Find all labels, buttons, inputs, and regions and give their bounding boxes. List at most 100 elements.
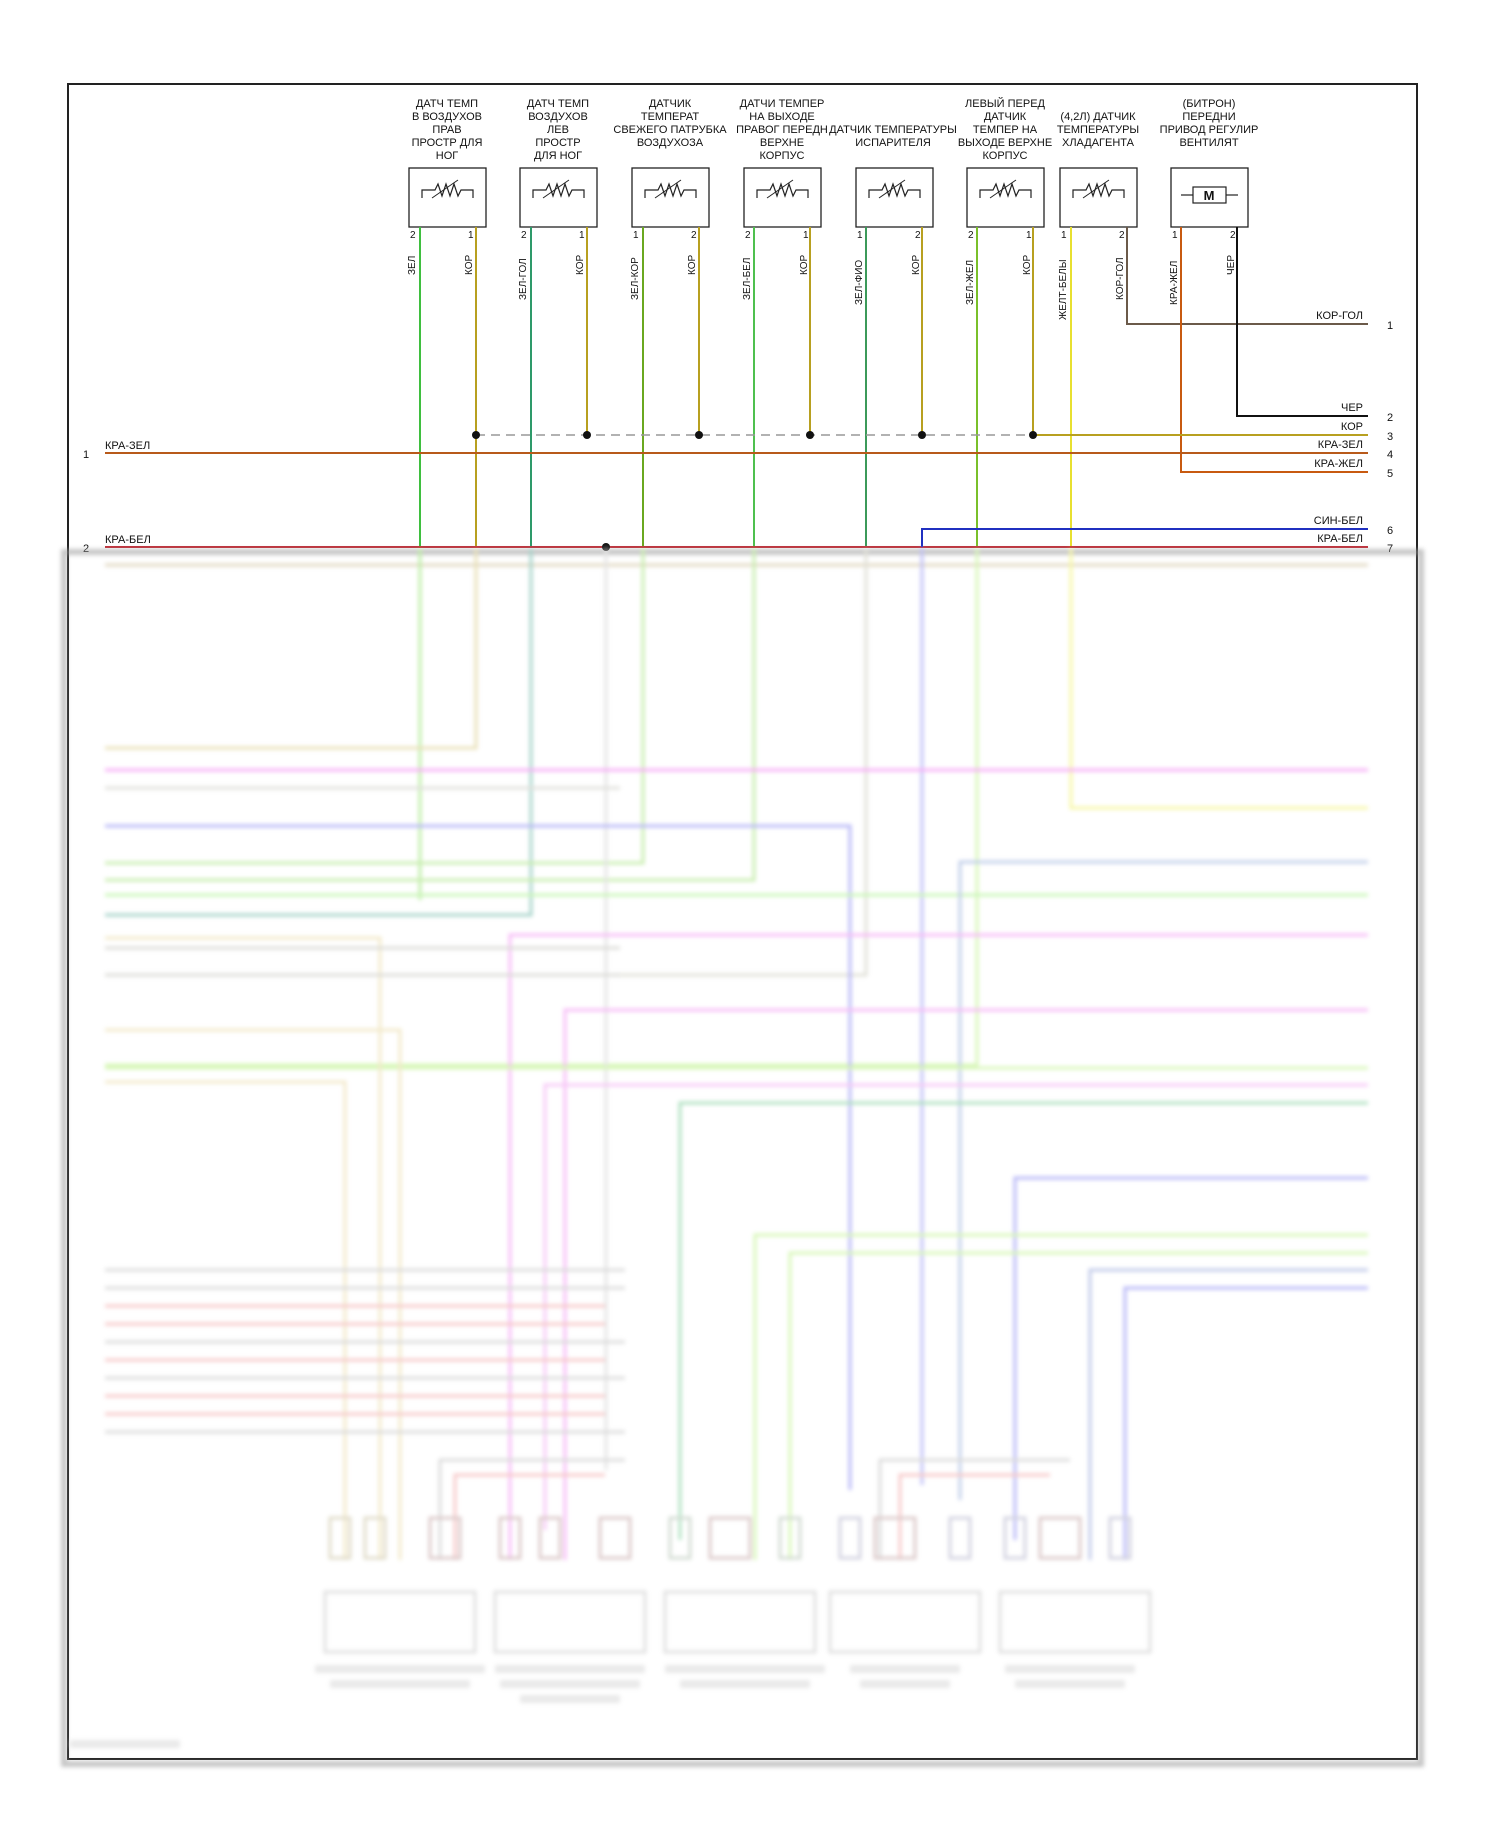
sensor-title-line: ДАТЧ ТЕМП <box>527 98 589 110</box>
sensor-title-line: ТЕМПЕРАТУРЫ <box>1057 124 1139 136</box>
pin-number: 2 <box>521 230 527 241</box>
pin-number: 1 <box>1387 320 1393 332</box>
sensor-box: ДАТЧ ТЕМП В ВОЗДУХОВ ПРАВ ПРОСТР ДЛЯ НОГ 2 1… <box>407 98 487 275</box>
pin-number: 2 <box>691 230 697 241</box>
sensor-title-line: ДАТЧ ТЕМП <box>416 98 478 110</box>
sensor-title-line: (БИТРОН) <box>1183 98 1236 110</box>
sensor-title-line: ПРИВОД РЕГУЛИР <box>1160 124 1259 136</box>
pin-number: 2 <box>1119 230 1125 241</box>
wire-label: КРА-БЕЛ <box>1317 533 1363 545</box>
sensor-title-line: НА ВЫХОДЕ <box>749 111 814 123</box>
pin-number: 2 <box>915 230 921 241</box>
wire-label: КОР <box>575 255 586 275</box>
sensor-title-line: ВОЗДУХОВ <box>528 111 588 123</box>
pin-number: 3 <box>1387 431 1393 443</box>
wire-label: ЗЕЛ-КОР <box>630 257 641 300</box>
wire-label: КРА-ЗЕЛ <box>105 440 150 452</box>
sensor-title-line: ЛЕВЫЙ ПЕРЕД <box>965 97 1046 110</box>
sensor-box: (4,2Л) ДАТЧИК ТЕМПЕРАТУРЫ ХЛАДАГЕНТА 1 2 Ж… <box>1057 111 1139 320</box>
pin-number: 1 <box>803 230 809 241</box>
sensor-title-line: ТЕМПЕР НА <box>973 124 1038 136</box>
sensor-title-line: ДАТЧИК <box>984 111 1027 123</box>
sensor-title-line: СВЕЖЕГО ПАТРУБКА <box>613 124 727 136</box>
wire-label: КОР <box>799 255 810 275</box>
wire-label: КОР <box>1341 421 1363 433</box>
pin-number: 2 <box>1387 412 1393 424</box>
sensor-title-line: ТЕМПЕРАТ <box>641 111 700 123</box>
sensor-group: ДАТЧ ТЕМП В ВОЗДУХОВ ПРАВ ПРОСТР ДЛЯ НОГ 2 1… <box>407 97 1258 320</box>
sensor-box: ДАТЧИК ТЕМПЕРАТ СВЕЖЕГО ПАТРУБКА ВОЗДУХОЗА … <box>613 98 727 300</box>
sensor-title-line: ПЕРЕДНИ <box>1182 111 1235 123</box>
sensor-title-line: НОГ <box>436 150 459 162</box>
wire-label: КРА-ЗЕЛ <box>1318 439 1363 451</box>
sensor-box: ДАТЧИК ТЕМПЕРАТУРЫ ИСПАРИТЕЛЯ 1 2 ЗЕЛ-ФИО… <box>829 124 957 305</box>
sensor-title-line: ДАТЧИК ТЕМПЕРАТУРЫ <box>829 124 957 136</box>
pin-number: 1 <box>1061 230 1067 241</box>
sensor-box: ДАТЧИ ТЕМПЕР НА ВЫХОДЕ ПРАВОГ ПЕРЕДН ВЕРХНЕ… <box>736 98 828 300</box>
wire-label: ЗЕЛ-ЖЕЛ <box>965 260 976 305</box>
wire-label: КОР <box>1022 255 1033 275</box>
sensor-title-line: ВЕРХНЕ <box>760 137 804 149</box>
sensor-title-line: ВЕНТИЛЯТ <box>1179 137 1238 149</box>
pin-number: 1 <box>83 449 89 461</box>
sensor-title-line: ДАТЧИК <box>649 98 692 110</box>
sensor-title-line: ПРОСТР ДЛЯ <box>412 137 483 149</box>
wire-label: СИН-БЕЛ <box>1314 515 1363 527</box>
pin-number: 1 <box>468 230 474 241</box>
wire-label: КОР-ГОЛ <box>1115 257 1126 300</box>
pin-number: 1 <box>1172 230 1178 241</box>
obscured-lower-section <box>61 547 1424 1767</box>
sensor-title-line: ХЛАДАГЕНТА <box>1062 137 1135 149</box>
sensor-title-line: (4,2Л) ДАТЧИК <box>1060 111 1136 123</box>
sensor-title-line: ЛЕВ <box>547 124 569 136</box>
wire-label: КРА-ЖЕЛ <box>1169 261 1180 305</box>
wire-label: КОР-ГОЛ <box>1316 310 1363 322</box>
left-connector: КРА-ЗЕЛ 1 КРА-БЕЛ 2 <box>83 440 151 555</box>
sensor-title-line: ПРОСТР <box>535 137 580 149</box>
sensor-title-line: ПРАВОГ ПЕРЕДН <box>736 124 828 136</box>
pin-number: 4 <box>1387 449 1393 461</box>
sensor-box: ЛЕВЫЙ ПЕРЕД ДАТЧИК ТЕМПЕР НА ВЫХОДЕ ВЕРХНЕ К… <box>958 97 1052 305</box>
pin-number: 2 <box>745 230 751 241</box>
wire-label: КОР <box>687 255 698 275</box>
wire-label: ЖЕЛТ-БЕЛЫ <box>1058 259 1069 320</box>
motor-box: (БИТРОН) ПЕРЕДНИ ПРИВОД РЕГУЛИР ВЕНТИЛЯТ M … <box>1160 98 1259 305</box>
pin-number: 5 <box>1387 468 1393 480</box>
sensor-title-line: ИСПАРИТЕЛЯ <box>855 137 931 149</box>
sensor-title-line: КОРПУС <box>759 150 804 162</box>
pin-number: 1 <box>579 230 585 241</box>
wire-label: ЗЕЛ <box>407 256 418 275</box>
sensor-box: ДАТЧ ТЕМП ВОЗДУХОВ ЛЕВ ПРОСТР ДЛЯ НОГ 2 1 ЗЕ… <box>518 98 598 300</box>
pin-number: 6 <box>1387 525 1393 537</box>
diagram-frame <box>67 83 1418 1760</box>
sensor-title-line: ДАТЧИ ТЕМПЕР <box>740 98 825 110</box>
wire-label: ЗЕЛ-ГОЛ <box>518 258 529 300</box>
pin-number: 2 <box>1230 230 1236 241</box>
sensor-title-line: ВЫХОДЕ ВЕРХНЕ <box>958 137 1052 149</box>
pin-number: 1 <box>857 230 863 241</box>
pin-number: 2 <box>968 230 974 241</box>
sensor-title-line: ВОЗДУХОЗА <box>637 137 704 149</box>
wire-label: КОР <box>911 255 922 275</box>
sensor-title-line: КОРПУС <box>982 150 1027 162</box>
wire-group <box>105 227 1368 548</box>
pin-number: 2 <box>410 230 416 241</box>
wire-label: ЗЕЛ-ФИО <box>854 260 865 305</box>
wire-label: КОР <box>464 255 475 275</box>
sensor-title-line: ДЛЯ НОГ <box>534 150 582 162</box>
wire-label: ЗЕЛ-БЕЛ <box>742 258 753 300</box>
pin-number: 1 <box>1026 230 1032 241</box>
sensor-title-line: В ВОЗДУХОВ <box>412 111 482 123</box>
wire-label: ЧЕР <box>1341 402 1363 414</box>
sensor-title-line: ПРАВ <box>432 124 461 136</box>
wire-label: КРА-ЖЕЛ <box>1314 458 1363 470</box>
right-connector: КОР-ГОЛ 1 ЧЕР 2 КОР 3 КРА-ЗЕЛ 4 КРА-ЖЕЛ … <box>1314 310 1393 555</box>
